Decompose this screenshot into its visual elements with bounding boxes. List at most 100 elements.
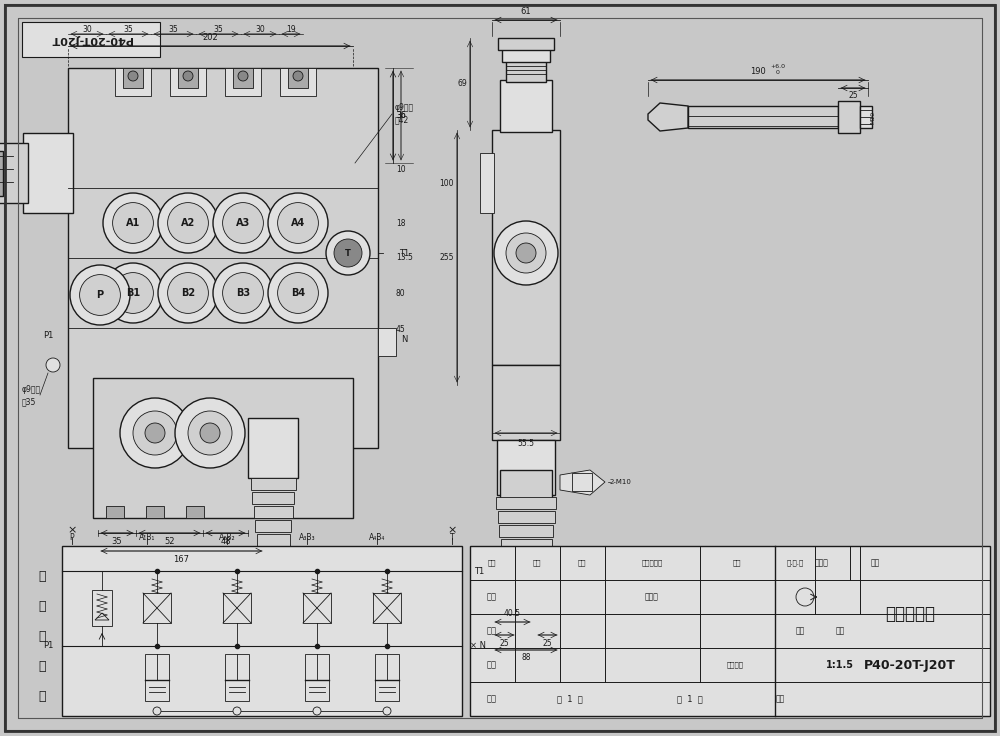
Bar	[373, 593, 401, 623]
Text: A3: A3	[236, 218, 250, 228]
Text: 202: 202	[203, 34, 218, 43]
Bar	[492, 365, 560, 440]
Circle shape	[158, 263, 218, 323]
Text: B1: B1	[126, 288, 140, 298]
Bar	[170, 68, 206, 96]
Bar	[123, 68, 143, 88]
Text: 40.5: 40.5	[504, 609, 521, 618]
Circle shape	[46, 358, 60, 372]
Bar	[378, 328, 396, 356]
Text: 高35: 高35	[22, 397, 36, 406]
Bar	[480, 153, 494, 213]
Text: φ9通孔: φ9通孔	[395, 104, 414, 113]
Bar	[500, 470, 552, 500]
Text: 88: 88	[521, 654, 531, 662]
Circle shape	[153, 707, 161, 715]
Circle shape	[113, 202, 153, 244]
Text: 35: 35	[124, 24, 133, 34]
Bar	[470, 546, 990, 716]
Bar	[288, 68, 308, 88]
Text: 1:1.5: 1:1.5	[826, 660, 854, 670]
Bar	[500, 80, 552, 132]
Text: 13.5: 13.5	[396, 253, 413, 263]
Text: 比例: 比例	[835, 626, 845, 635]
Circle shape	[80, 275, 120, 316]
Bar	[115, 68, 151, 96]
Text: 36: 36	[396, 110, 406, 119]
Text: P1: P1	[44, 642, 54, 651]
Bar	[233, 68, 253, 88]
Text: A₃B₃: A₃B₃	[299, 534, 315, 542]
Text: 35: 35	[214, 24, 223, 34]
Text: P40-20T-J20T: P40-20T-J20T	[864, 659, 956, 671]
Text: 55.5: 55.5	[518, 439, 534, 447]
Text: 25: 25	[543, 639, 552, 648]
Text: A₁B₁: A₁B₁	[139, 534, 155, 542]
Circle shape	[494, 221, 558, 285]
Text: 0: 0	[776, 69, 780, 74]
Text: T: T	[345, 249, 351, 258]
Text: 36: 36	[396, 111, 406, 120]
Polygon shape	[648, 103, 688, 131]
Bar	[145, 654, 169, 701]
Bar	[838, 101, 860, 133]
Text: 设计: 设计	[487, 592, 497, 601]
Bar	[502, 48, 550, 62]
Bar	[22, 22, 160, 57]
Text: 分区: 分区	[578, 559, 586, 566]
Text: 80: 80	[396, 289, 406, 297]
Text: 第  1  张: 第 1 张	[677, 695, 703, 704]
Bar	[498, 38, 554, 50]
Bar	[502, 567, 550, 627]
Text: 四联多路阀: 四联多路阀	[885, 605, 935, 623]
Circle shape	[278, 202, 318, 244]
Text: N: N	[401, 336, 407, 344]
Circle shape	[233, 707, 241, 715]
Text: P: P	[70, 534, 74, 542]
Circle shape	[158, 193, 218, 253]
Bar	[225, 654, 249, 701]
Circle shape	[168, 272, 208, 314]
Text: T1: T1	[399, 249, 409, 258]
Text: 25: 25	[848, 91, 858, 101]
Text: M10: M10	[870, 110, 875, 124]
Bar	[223, 593, 251, 623]
Circle shape	[145, 423, 165, 443]
Circle shape	[213, 193, 273, 253]
Text: 69: 69	[457, 79, 467, 88]
Text: 19: 19	[286, 24, 296, 34]
Text: 类数: 类数	[533, 559, 541, 566]
Circle shape	[200, 423, 220, 443]
Circle shape	[175, 398, 245, 468]
Text: P40-20T-J20T: P40-20T-J20T	[50, 34, 132, 44]
Bar	[860, 106, 872, 128]
Text: 压: 压	[38, 600, 46, 612]
Text: 校对: 校对	[487, 626, 497, 635]
Circle shape	[516, 243, 536, 263]
Text: 30: 30	[255, 24, 265, 34]
Text: A2: A2	[181, 218, 195, 228]
Bar	[68, 68, 378, 448]
Circle shape	[238, 71, 248, 81]
Text: P1: P1	[43, 330, 53, 339]
Text: 更改文件号: 更改文件号	[641, 559, 663, 566]
Circle shape	[213, 263, 273, 323]
Bar	[255, 520, 291, 532]
Bar	[497, 440, 555, 495]
Text: B2: B2	[181, 288, 195, 298]
Circle shape	[326, 231, 370, 275]
Bar	[499, 525, 553, 537]
Bar	[257, 534, 290, 546]
Text: 批准: 批准	[775, 695, 785, 704]
Text: 液: 液	[38, 570, 46, 582]
Bar	[0, 143, 28, 203]
Circle shape	[113, 272, 153, 314]
Bar	[254, 506, 293, 518]
Bar	[375, 654, 399, 701]
Text: A4: A4	[291, 218, 305, 228]
Text: 高42: 高42	[395, 116, 409, 124]
Circle shape	[223, 272, 263, 314]
Bar	[496, 497, 556, 509]
Bar	[506, 60, 546, 82]
Text: 48: 48	[220, 537, 231, 545]
